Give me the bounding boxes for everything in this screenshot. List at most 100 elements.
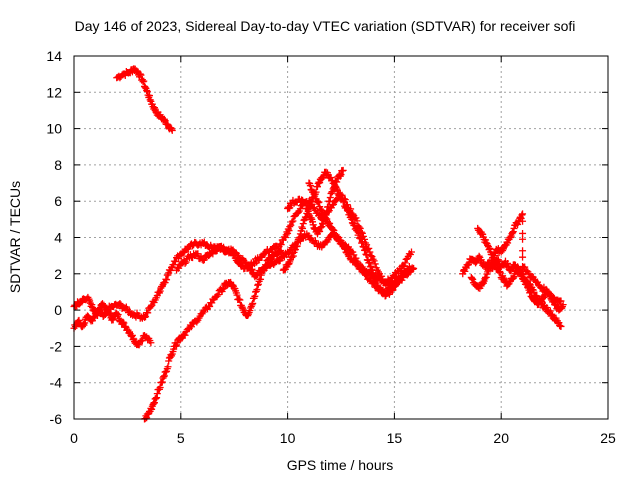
axis-ticks: 0 5 10 15 20 25 -6 -4 -2 0 2 4 6 8 10 12 14	[46, 48, 616, 446]
data-point-fill	[251, 292, 259, 300]
series-trace-8	[305, 179, 413, 290]
series-trace-1	[113, 65, 176, 134]
data-point	[314, 183, 322, 191]
data-point-fill	[491, 252, 499, 260]
data-point-fill	[344, 207, 352, 215]
y-tick-label: 14	[46, 48, 62, 64]
data-point-fill	[288, 218, 296, 226]
data-point-fill	[365, 244, 373, 252]
data-point-fill	[327, 173, 335, 181]
data-point-fill	[519, 247, 527, 255]
data-point-fill	[164, 363, 172, 371]
data-point-fill	[294, 208, 302, 216]
data-point-fill	[361, 246, 369, 254]
data-point-fill	[261, 249, 269, 257]
data-point-fill	[314, 179, 322, 187]
data-point-fill	[146, 96, 154, 104]
y-tick-label: 6	[54, 193, 62, 209]
data-point	[147, 302, 155, 310]
data-point-fill	[546, 307, 554, 315]
y-tick-label: -4	[50, 375, 63, 391]
data-point-fill	[244, 312, 252, 320]
data-point-fill	[133, 67, 141, 75]
data-point-fill	[367, 262, 375, 270]
data-point-fill	[304, 206, 312, 214]
data-point	[153, 390, 161, 398]
data-point-fill	[365, 258, 373, 266]
data-point-fill	[140, 77, 148, 85]
data-point	[249, 259, 257, 267]
data-point	[557, 322, 565, 330]
data-point-fill	[137, 71, 145, 79]
data-point-fill	[171, 258, 179, 266]
data-point-fill	[156, 384, 164, 392]
data-point-fill	[506, 234, 514, 242]
data-point-fill	[287, 221, 295, 229]
data-point	[407, 248, 415, 256]
data-point-fill	[299, 224, 307, 232]
data-point	[309, 221, 317, 229]
data-point-fill	[267, 255, 275, 263]
data-point-fill	[79, 320, 87, 328]
data-point-fill	[333, 178, 341, 186]
data-point-fill	[285, 227, 293, 235]
y-tick-label: 4	[54, 230, 62, 246]
data-point-fill	[158, 378, 166, 386]
data-point-fill	[214, 291, 222, 299]
data-point-fill	[244, 310, 252, 318]
data-point	[339, 197, 347, 205]
y-tick-label: -6	[50, 411, 63, 427]
data-point	[519, 210, 527, 218]
x-tick-label: 0	[70, 430, 78, 446]
data-point	[168, 126, 176, 134]
data-point-fill	[138, 337, 146, 345]
data-point-fill	[258, 253, 266, 261]
data-point-fill	[475, 252, 483, 260]
data-point-fill	[319, 211, 327, 219]
data-point-fill	[486, 262, 494, 270]
data-point	[143, 86, 151, 94]
series-trace-4	[140, 246, 285, 423]
data-point-fill	[464, 261, 472, 269]
series-trace-5	[173, 191, 415, 287]
data-point-fill	[341, 245, 349, 253]
data-point-fill	[482, 236, 490, 244]
data-point-fill	[362, 250, 370, 258]
data-point-fill	[543, 287, 551, 295]
data-point-fill	[346, 209, 354, 217]
data-point-fill	[330, 201, 338, 209]
x-tick-label: 20	[493, 430, 509, 446]
data-point-fill	[519, 253, 527, 261]
data-point	[484, 266, 492, 274]
data-point-fill	[316, 227, 324, 235]
y-tick-label: 0	[54, 302, 62, 318]
data-point-fill	[482, 273, 490, 281]
data-point-fill	[194, 250, 202, 258]
data-point-fill	[236, 296, 244, 304]
data-point-fill	[461, 267, 469, 275]
data-point-fill	[262, 261, 270, 269]
data-point-fill	[521, 263, 529, 271]
data-point	[401, 259, 409, 267]
data-point-fill	[168, 125, 176, 133]
data-point-fill	[518, 211, 526, 219]
data-point-fill	[175, 264, 183, 272]
data-point-fill	[353, 217, 361, 225]
data-point-fill	[172, 342, 180, 350]
data-point	[93, 312, 101, 320]
data-point-fill	[487, 261, 495, 269]
data-point-fill	[143, 88, 151, 96]
y-tick-label: 10	[46, 121, 62, 137]
data-point-fill	[187, 323, 195, 331]
data-point-fill	[524, 283, 532, 291]
data-point	[326, 194, 334, 202]
data-point	[288, 253, 296, 261]
data-point-fill	[120, 319, 128, 327]
y-tick-label: -2	[50, 338, 63, 354]
data-point-fill	[160, 372, 168, 380]
data-point	[410, 264, 418, 272]
data-point-fill	[330, 227, 338, 235]
data-point-fill	[109, 316, 117, 324]
data-point-fill	[333, 186, 341, 194]
x-tick-label: 10	[280, 430, 296, 446]
